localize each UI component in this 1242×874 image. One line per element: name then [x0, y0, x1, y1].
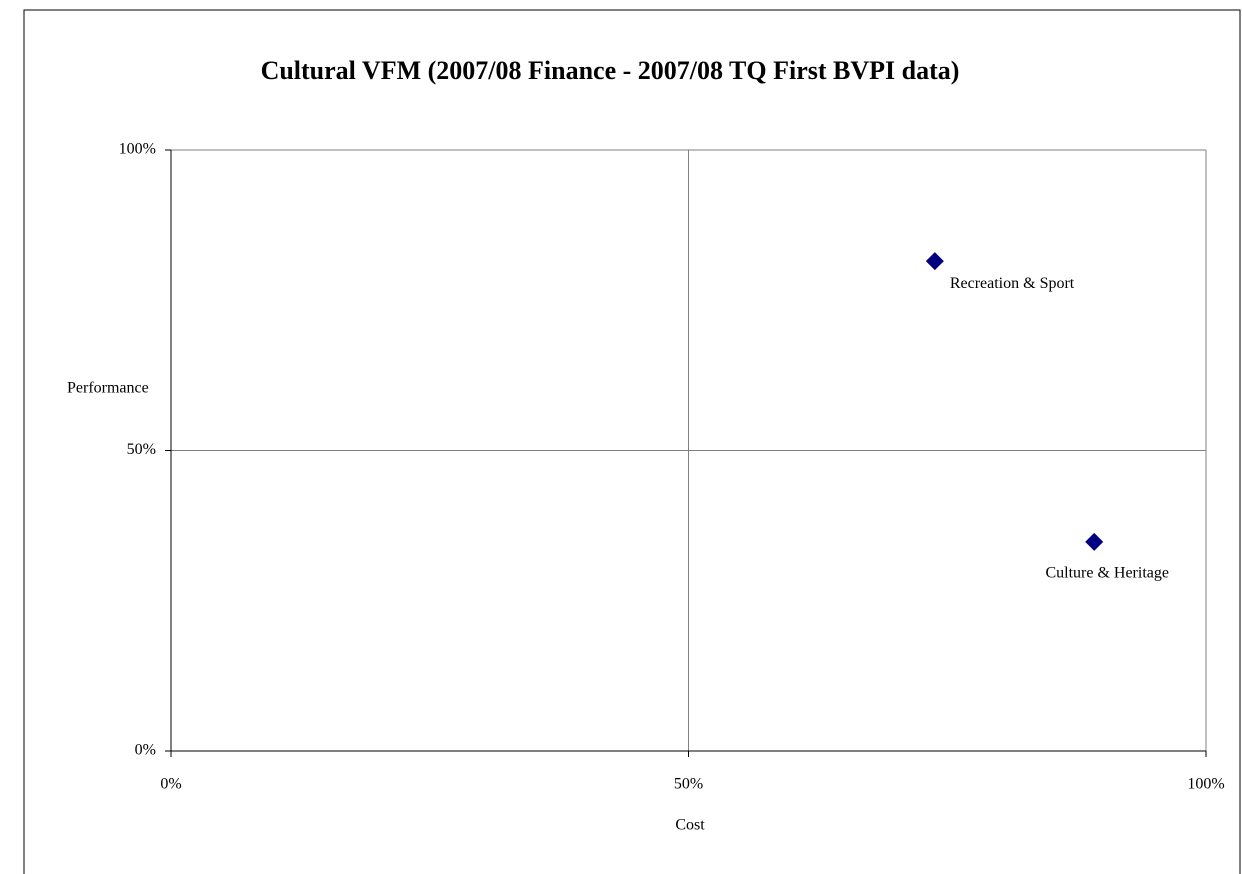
- y-tick-label: 100%: [119, 141, 156, 158]
- point-label: Recreation & Sport: [950, 275, 1075, 292]
- point-label: Culture & Heritage: [1045, 565, 1169, 582]
- y-tick-label: 50%: [127, 441, 156, 458]
- x-tick-label: 100%: [1187, 776, 1224, 793]
- data-point: [1085, 532, 1104, 551]
- x-axis-label: Cost: [675, 817, 705, 834]
- y-tick-label: 0%: [135, 742, 156, 759]
- chart-frame: [23, 9, 1241, 874]
- chart-title: Cultural VFM (2007/08 Finance - 2007/08 …: [261, 56, 960, 85]
- y-axis-label: Performance: [67, 380, 149, 397]
- x-tick-label: 0%: [160, 776, 181, 793]
- x-tick-label: 50%: [674, 776, 703, 793]
- data-point: [925, 252, 944, 271]
